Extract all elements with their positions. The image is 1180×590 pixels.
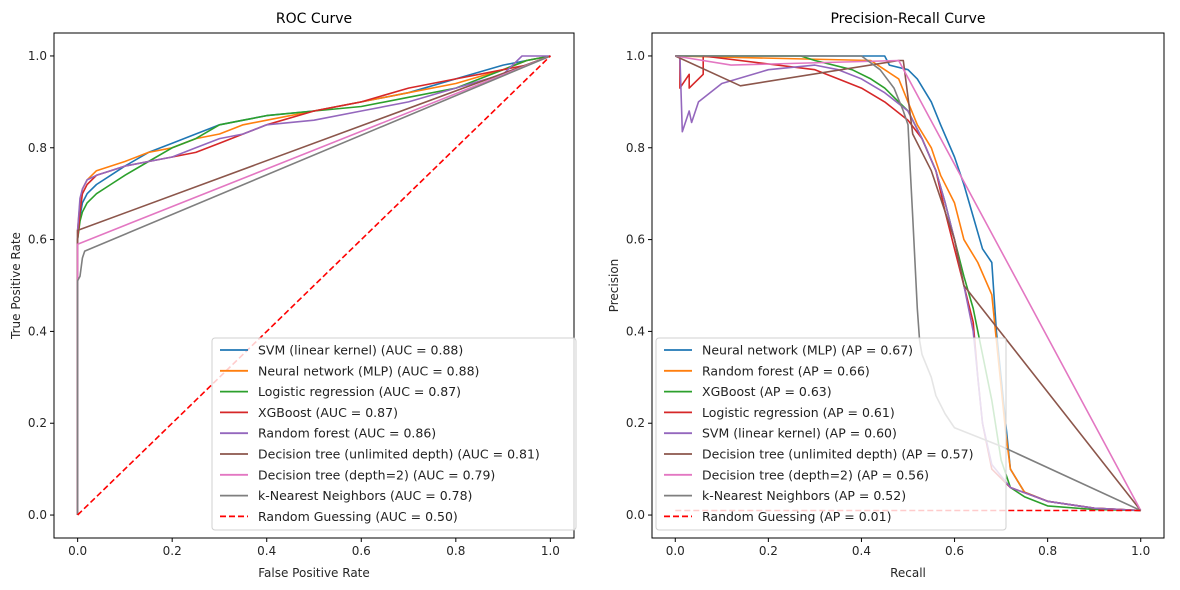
- y-axis-label: True Positive Rate: [9, 232, 23, 340]
- series-line-0: [76, 55, 551, 515]
- legend-frame: [655, 337, 1007, 531]
- legend: Neural network (MLP) (AP = 0.67) Random f…: [655, 337, 1007, 531]
- y-tick-label: 0.4: [28, 324, 47, 338]
- y-tick-label: 0.2: [28, 416, 47, 430]
- series-line-1: [675, 55, 1141, 512]
- x-axis-label: Recall: [890, 566, 926, 580]
- series-line-5: [674, 55, 1142, 511]
- legend-label-5: Decision tree (unlimited depth) (AUC = 0…: [258, 447, 540, 462]
- y-tick-label: 0.6: [28, 233, 47, 247]
- legend-label-4: SVM (linear kernel) (AP = 0.60): [702, 426, 897, 441]
- y-tick-label: 0.8: [28, 141, 47, 155]
- series-line-8: [77, 55, 551, 516]
- legend-label-2: Logistic regression (AUC = 0.87): [258, 384, 461, 399]
- x-tick-label: 0.6: [945, 544, 964, 558]
- y-tick-label: 0.8: [626, 141, 645, 155]
- x-axis-label: False Positive Rate: [258, 566, 370, 580]
- y-tick-label: 0.2: [626, 416, 645, 430]
- x-tick-label: 0.8: [446, 544, 465, 558]
- y-tick-label: 1.0: [626, 49, 645, 63]
- y-tick-label: 0.4: [626, 324, 645, 338]
- y-tick-label: 0.0: [626, 508, 645, 522]
- axes-frame: [651, 32, 1165, 539]
- y-axis-label: Precision: [607, 259, 621, 313]
- y-tick-label: 1.0: [28, 49, 47, 63]
- x-tick-label: 0.0: [68, 544, 87, 558]
- chart-title: Precision-Recall Curve: [830, 11, 985, 27]
- legend-label-3: Logistic regression (AP = 0.61): [702, 405, 895, 420]
- legend-label-0: Neural network (MLP) (AP = 0.67): [702, 343, 913, 358]
- legend-label-8: Random Guessing (AP = 0.01): [702, 509, 891, 524]
- legend-label-3: XGBoost (AUC = 0.87): [258, 405, 398, 420]
- series-line-6: [675, 55, 1142, 511]
- legend-label-6: Decision tree (depth=2) (AUC = 0.79): [258, 467, 495, 482]
- chart-title: ROC Curve: [276, 11, 352, 27]
- x-tick-label: 1.0: [1131, 544, 1150, 558]
- legend-label-2: XGBoost (AP = 0.63): [702, 384, 832, 399]
- legend-label-8: Random Guessing (AUC = 0.50): [258, 509, 458, 524]
- legend-frame: [211, 337, 577, 531]
- legend-label-7: k-Nearest Neighbors (AUC = 0.78): [258, 488, 472, 503]
- x-tick-label: 0.8: [1038, 544, 1057, 558]
- x-tick-label: 0.6: [352, 544, 371, 558]
- x-tick-label: 0.2: [759, 544, 778, 558]
- legend-label-5: Decision tree (unlimited depth) (AP = 0.…: [702, 447, 973, 462]
- y-tick-label: 0.6: [626, 233, 645, 247]
- legend-label-6: Decision tree (depth=2) (AP = 0.56): [702, 467, 929, 482]
- pr-panel: Precision-Recall Curve 0.0 0.2 0.4 0.6 0.8 1.0…: [607, 11, 1165, 580]
- x-tick-label: 0.4: [257, 544, 276, 558]
- x-tick-label: 0.2: [163, 544, 182, 558]
- legend-label-7: k-Nearest Neighbors (AP = 0.52): [702, 488, 906, 503]
- series-group: [76, 55, 551, 516]
- series-line-3: [76, 55, 551, 515]
- x-tick-label: 0.0: [666, 544, 685, 558]
- legend-label-4: Random forest (AUC = 0.86): [258, 426, 436, 441]
- legend: SVM (linear kernel) (AUC = 0.88) Neural n…: [211, 337, 577, 531]
- roc-panel: ROC Curve 0.0 0.2 0.4 0.6 0.8 1.0 0.0 0.2 0.4 0.6 0…: [9, 11, 577, 580]
- series-line-4: [76, 55, 551, 515]
- axes-frame: [53, 32, 575, 539]
- legend-label-0: SVM (linear kernel) (AUC = 0.88): [258, 343, 463, 358]
- legend-label-1: Neural network (MLP) (AUC = 0.88): [258, 363, 479, 378]
- y-tick-label: 0.0: [28, 508, 47, 522]
- series-line-7: [76, 55, 551, 515]
- x-tick-label: 0.4: [852, 544, 871, 558]
- x-tick-label: 1.0: [541, 544, 560, 558]
- series-line-2: [76, 55, 551, 515]
- legend-label-1: Random forest (AP = 0.66): [702, 363, 870, 378]
